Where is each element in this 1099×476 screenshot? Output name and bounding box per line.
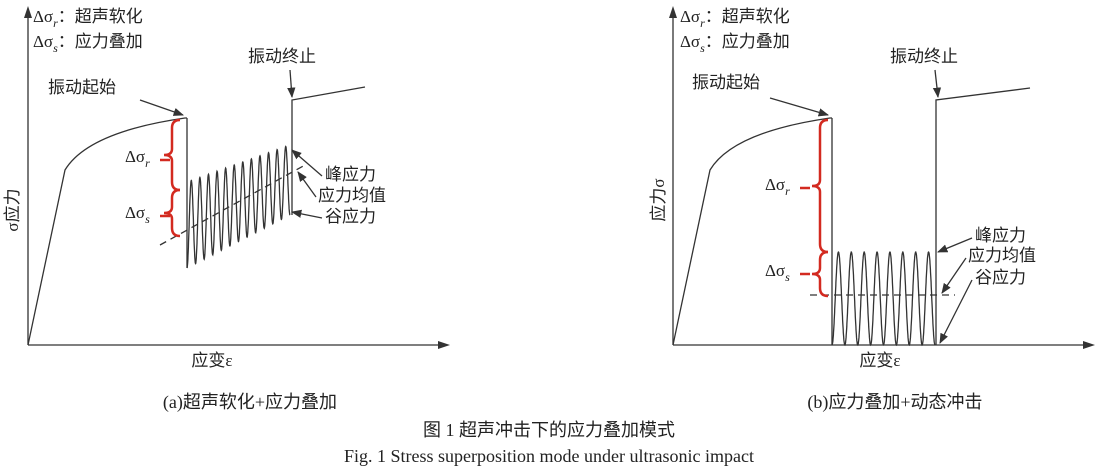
subscript: r: [145, 156, 150, 170]
brace-label: Δσr: [765, 175, 790, 198]
leader: [290, 209, 323, 219]
brace: [163, 188, 181, 238]
leader: [291, 149, 323, 177]
leader: [939, 279, 973, 344]
subscript: r: [785, 184, 790, 198]
panel-caption: (a)超声软化+应力叠加: [163, 392, 337, 413]
separator: ：: [58, 32, 75, 51]
x-arrow: [438, 341, 450, 349]
subscript: s: [53, 41, 58, 55]
subscript: s: [785, 270, 790, 284]
symbol: Δσ: [765, 175, 785, 194]
oscillation: [186, 145, 291, 269]
panel: ΔσrΔσsΔσr：超声软化Δσs：应力叠加振动起始振动终止峰应力应力均值谷应力…: [649, 6, 1095, 413]
subscript: s: [700, 41, 705, 55]
start-label: 振动起始: [692, 73, 760, 92]
y-arrow: [24, 6, 32, 18]
legend-entry: Δσs：应力叠加: [680, 32, 790, 55]
oscillation: [831, 251, 936, 347]
mean-line: [159, 164, 306, 246]
stress-curve: [672, 117, 832, 346]
brace: [811, 118, 829, 254]
legend-text: 应力叠加: [722, 32, 790, 51]
figure-caption-cn: 图 1 超声冲击下的应力叠加模式: [423, 420, 675, 440]
legend-text: 超声软化: [75, 7, 143, 26]
symbol: Δσ: [33, 32, 53, 51]
brace: [811, 250, 829, 298]
symbol: Δσ: [125, 203, 145, 222]
separator: ：: [705, 7, 722, 26]
leader: [941, 257, 967, 294]
x-axis-label: 应变ε: [859, 351, 900, 370]
axes: [27, 10, 445, 346]
symbol: Δσ: [680, 7, 700, 26]
x-arrow: [1083, 341, 1095, 349]
legend-entry: Δσr：超声软化: [33, 7, 143, 30]
legend-entry: Δσr：超声软化: [680, 7, 790, 30]
end-arrow: [287, 69, 296, 99]
end-arrow: [932, 69, 942, 99]
valley-label: 谷应力: [325, 207, 376, 226]
separator: ：: [58, 7, 75, 26]
subscript: r: [53, 16, 58, 30]
mean-label: 应力均值: [318, 186, 386, 205]
brace-label: Δσs: [125, 203, 150, 226]
end-label: 振动终止: [890, 47, 958, 66]
panel: ΔσrΔσsΔσr：超声软化Δσs：应力叠加振动起始振动终止峰应力应力均值谷应力…: [3, 6, 450, 413]
valley-label: 谷应力: [975, 268, 1026, 287]
legend-text: 超声软化: [722, 7, 790, 26]
stress-curve: [27, 117, 187, 346]
mean-label: 应力均值: [968, 246, 1036, 265]
subscript: s: [145, 212, 150, 226]
peak-label: 峰应力: [975, 226, 1026, 245]
panels: ΔσrΔσsΔσr：超声软化Δσs：应力叠加振动起始振动终止峰应力应力均值谷应力…: [3, 6, 1095, 413]
figure-caption-en: Fig. 1 Stress superposition mode under u…: [344, 446, 754, 466]
start-arrow: [769, 97, 829, 117]
y-axis-label: σ应力: [3, 188, 22, 231]
brace-label: Δσs: [765, 261, 790, 284]
start-label: 振动起始: [48, 78, 116, 97]
peak-label: 峰应力: [325, 165, 376, 184]
brace-label: Δσr: [125, 147, 150, 170]
legend-text: 应力叠加: [75, 32, 143, 51]
start-arrow: [139, 99, 184, 116]
symbol: Δσ: [765, 261, 785, 280]
end-line: [935, 87, 1031, 345]
x-axis-label: 应变ε: [191, 351, 232, 370]
y-axis-label: 应力σ: [649, 178, 668, 221]
leader: [297, 171, 317, 198]
brace: [163, 118, 181, 192]
leader: [937, 237, 973, 253]
end-line: [291, 86, 366, 215]
panel-caption: (b)应力叠加+动态冲击: [807, 392, 982, 413]
y-arrow: [669, 6, 677, 18]
symbol: Δσ: [125, 147, 145, 166]
symbol: Δσ: [680, 32, 700, 51]
subscript: r: [700, 16, 705, 30]
axes: [672, 10, 1090, 346]
separator: ：: [705, 32, 722, 51]
end-label: 振动终止: [248, 47, 316, 66]
legend-entry: Δσs：应力叠加: [33, 32, 143, 55]
symbol: Δσ: [33, 7, 53, 26]
